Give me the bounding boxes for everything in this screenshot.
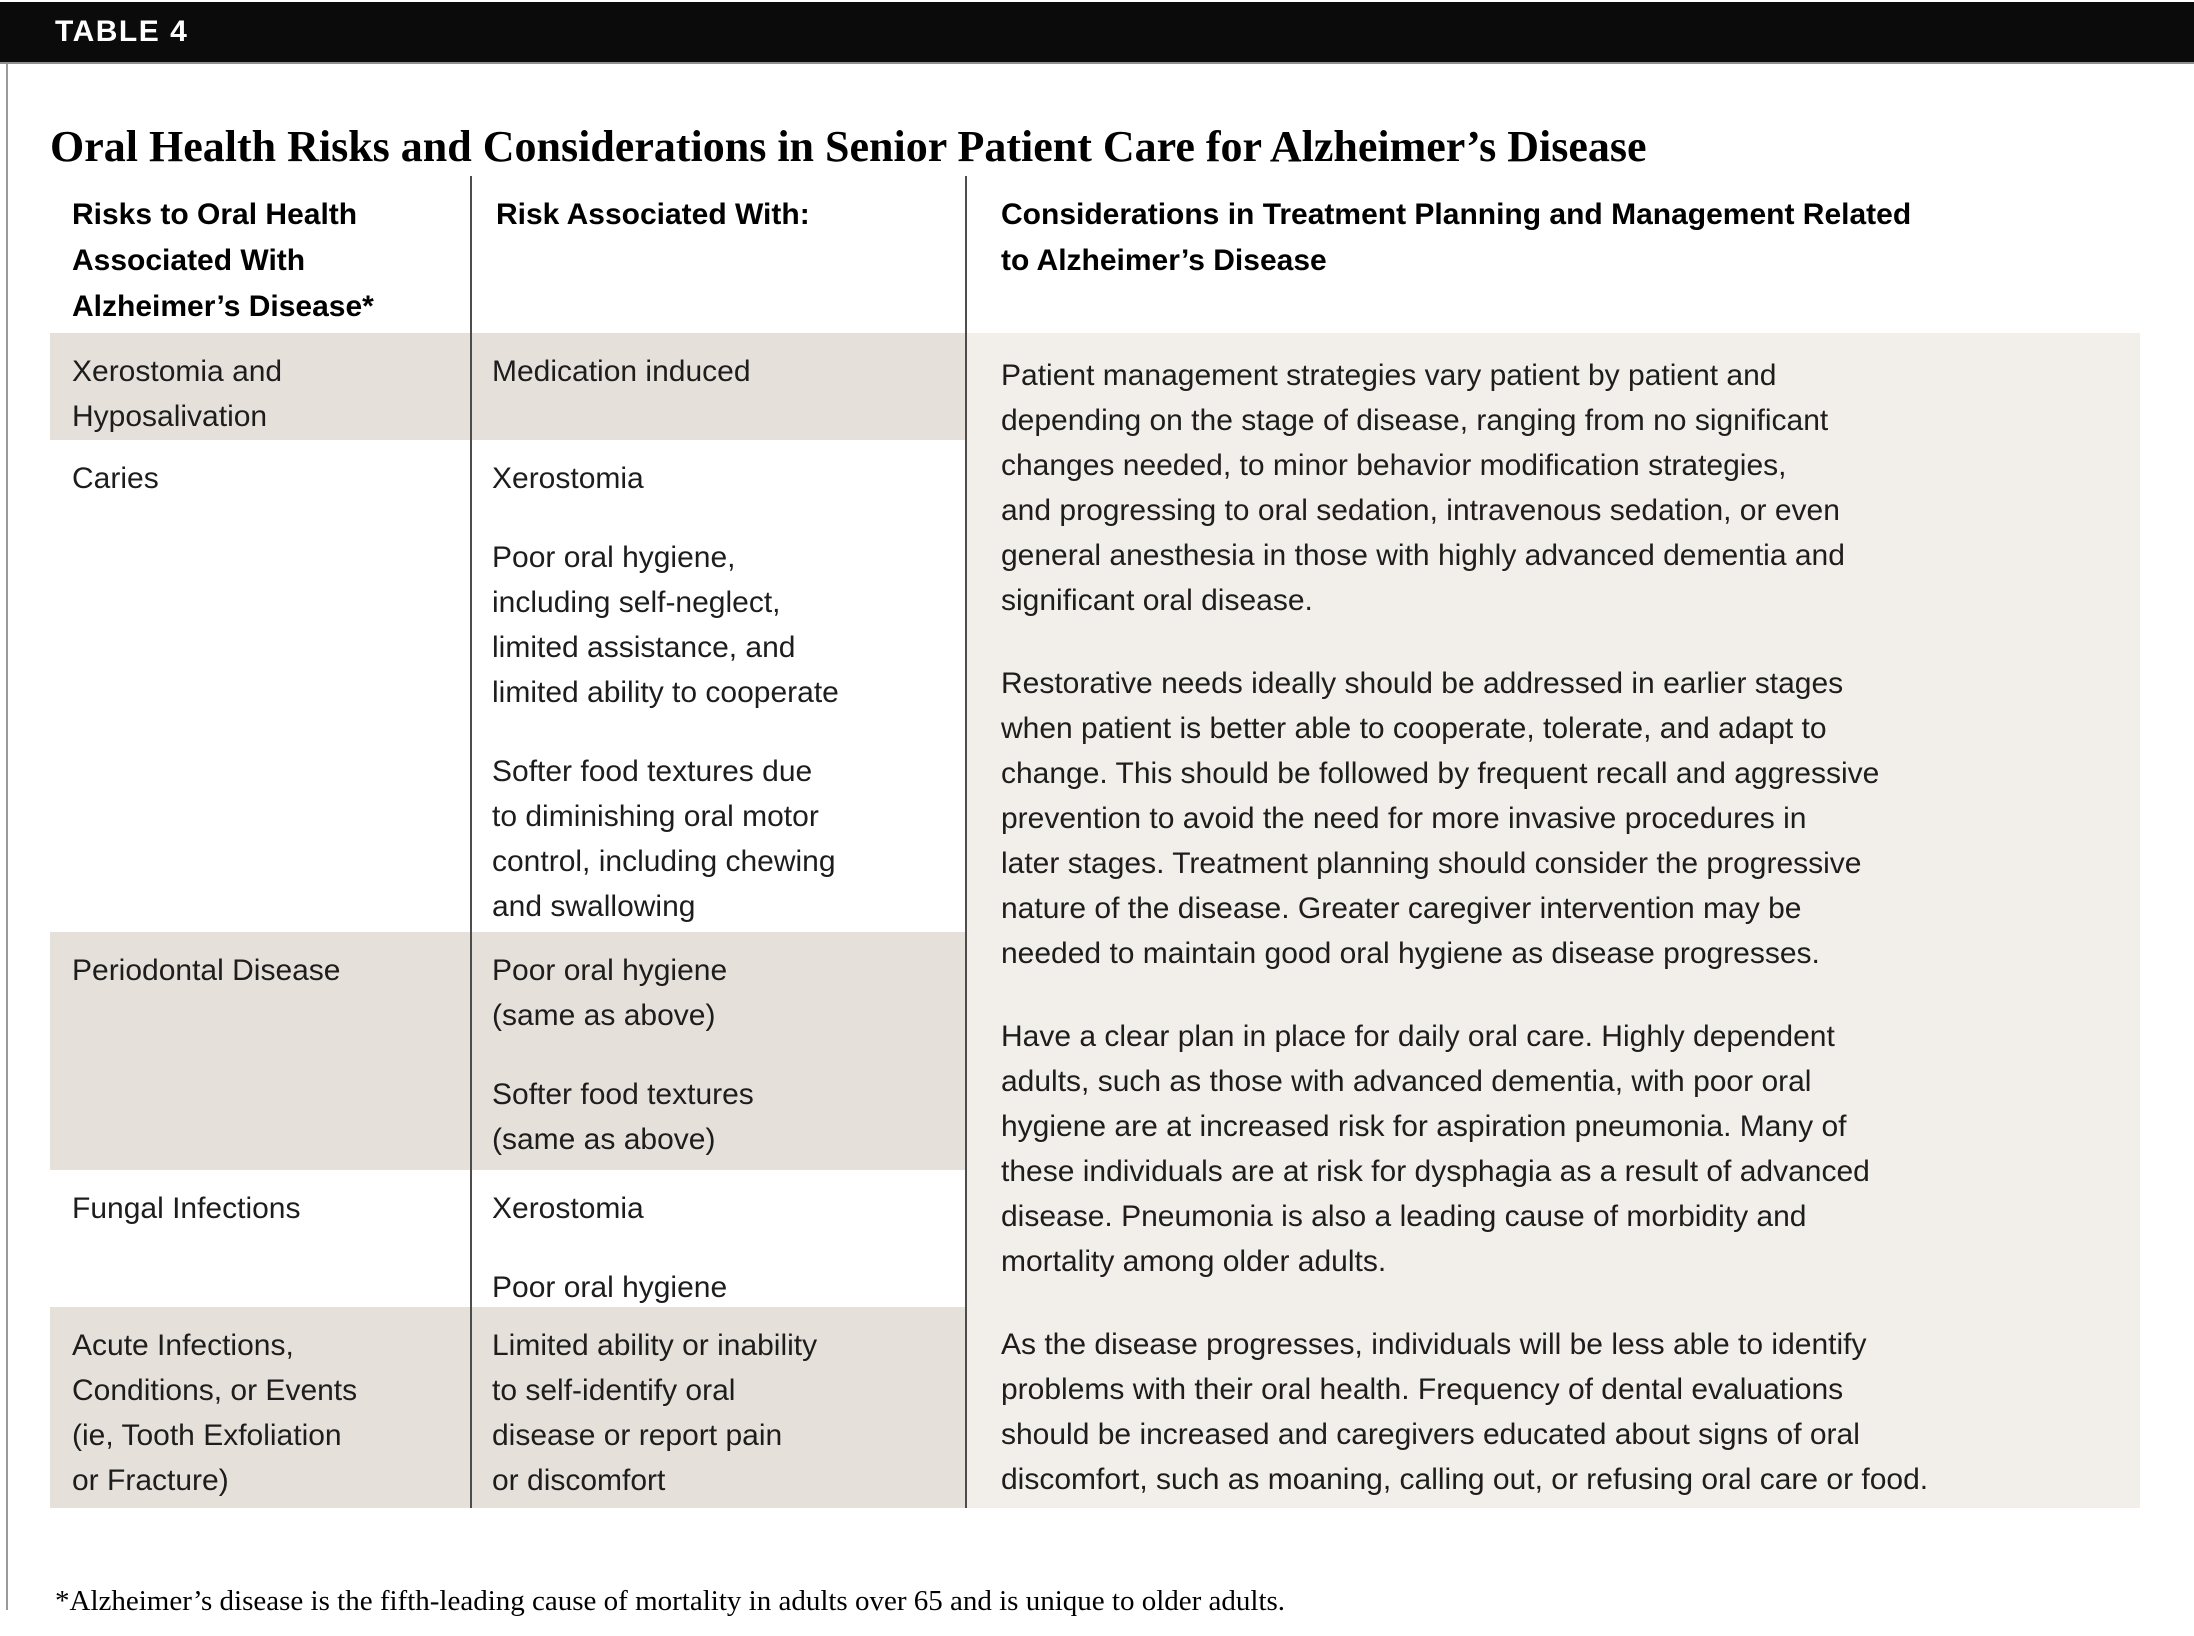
column-divider-2 — [965, 176, 967, 1508]
table-number-label: TABLE 4 — [55, 15, 189, 48]
column-header-considerations: Considerations in Treatment Planning and… — [1001, 198, 1912, 277]
factor-item: Poor oral hygiene (same as above) — [492, 954, 728, 1032]
factor-cell-xerostomia: Medication induced — [470, 333, 965, 440]
considerations-cell: Patient management strategies vary patie… — [965, 333, 2140, 1508]
table-number-bar: TABLE 4 — [0, 2, 2194, 64]
factor-cell-acute-infections: Limited ability or inability to self-ide… — [470, 1307, 965, 1508]
risk-name: Periodontal Disease — [72, 954, 341, 987]
risk-cell-acute-infections: Acute Infections, Conditions, or Events … — [50, 1307, 470, 1508]
risk-name: Xerostomia and Hyposalivation — [72, 355, 283, 433]
considerations-paragraph: Patient management strategies vary patie… — [1001, 359, 1845, 617]
risk-cell-fungal: Fungal Infections — [50, 1170, 470, 1307]
risk-name: Fungal Infections — [72, 1192, 301, 1225]
factor-item: Poor oral hygiene — [492, 1271, 728, 1304]
considerations-paragraph: Have a clear plan in place for daily ora… — [1001, 1020, 1870, 1278]
factor-cell-periodontal: Poor oral hygiene (same as above) Softer… — [470, 932, 965, 1170]
column-header-risks: Risks to Oral Health Associated With Alz… — [72, 198, 374, 323]
factor-item: Xerostomia — [492, 462, 644, 495]
factor-item: Poor oral hygiene, including self-neglec… — [492, 541, 839, 709]
risk-cell-caries: Caries — [50, 440, 470, 932]
risk-name: Acute Infections, Conditions, or Events … — [72, 1329, 358, 1497]
factor-item: Xerostomia — [492, 1192, 644, 1225]
factor-cell-fungal: Xerostomia Poor oral hygiene — [470, 1170, 965, 1307]
column-header-risk-associated: Risk Associated With: — [496, 198, 810, 231]
considerations-paragraph: As the disease progresses, individuals w… — [1001, 1328, 1929, 1496]
risk-name: Caries — [72, 462, 159, 495]
factor-item: Medication induced — [492, 355, 751, 388]
factor-item: Softer food textures due to diminishing … — [492, 755, 836, 923]
considerations-paragraph: Restorative needs ideally should be addr… — [1001, 667, 1880, 970]
factor-item: Limited ability or inability to self-ide… — [492, 1329, 818, 1497]
risk-cell-periodontal: Periodontal Disease — [50, 932, 470, 1170]
factor-cell-caries: Xerostomia Poor oral hygiene, including … — [470, 440, 965, 932]
footnote: *Alzheimer’s disease is the fifth-leadin… — [55, 1585, 1286, 1617]
page-left-rule — [6, 64, 8, 1610]
factor-item: Softer food textures (same as above) — [492, 1078, 754, 1156]
risks-table: Risks to Oral Health Associated With Alz… — [50, 176, 2140, 1508]
table-title: Oral Health Risks and Considerations in … — [50, 122, 1647, 172]
column-divider-1 — [470, 176, 472, 1508]
risk-cell-xerostomia: Xerostomia and Hyposalivation — [50, 333, 470, 440]
